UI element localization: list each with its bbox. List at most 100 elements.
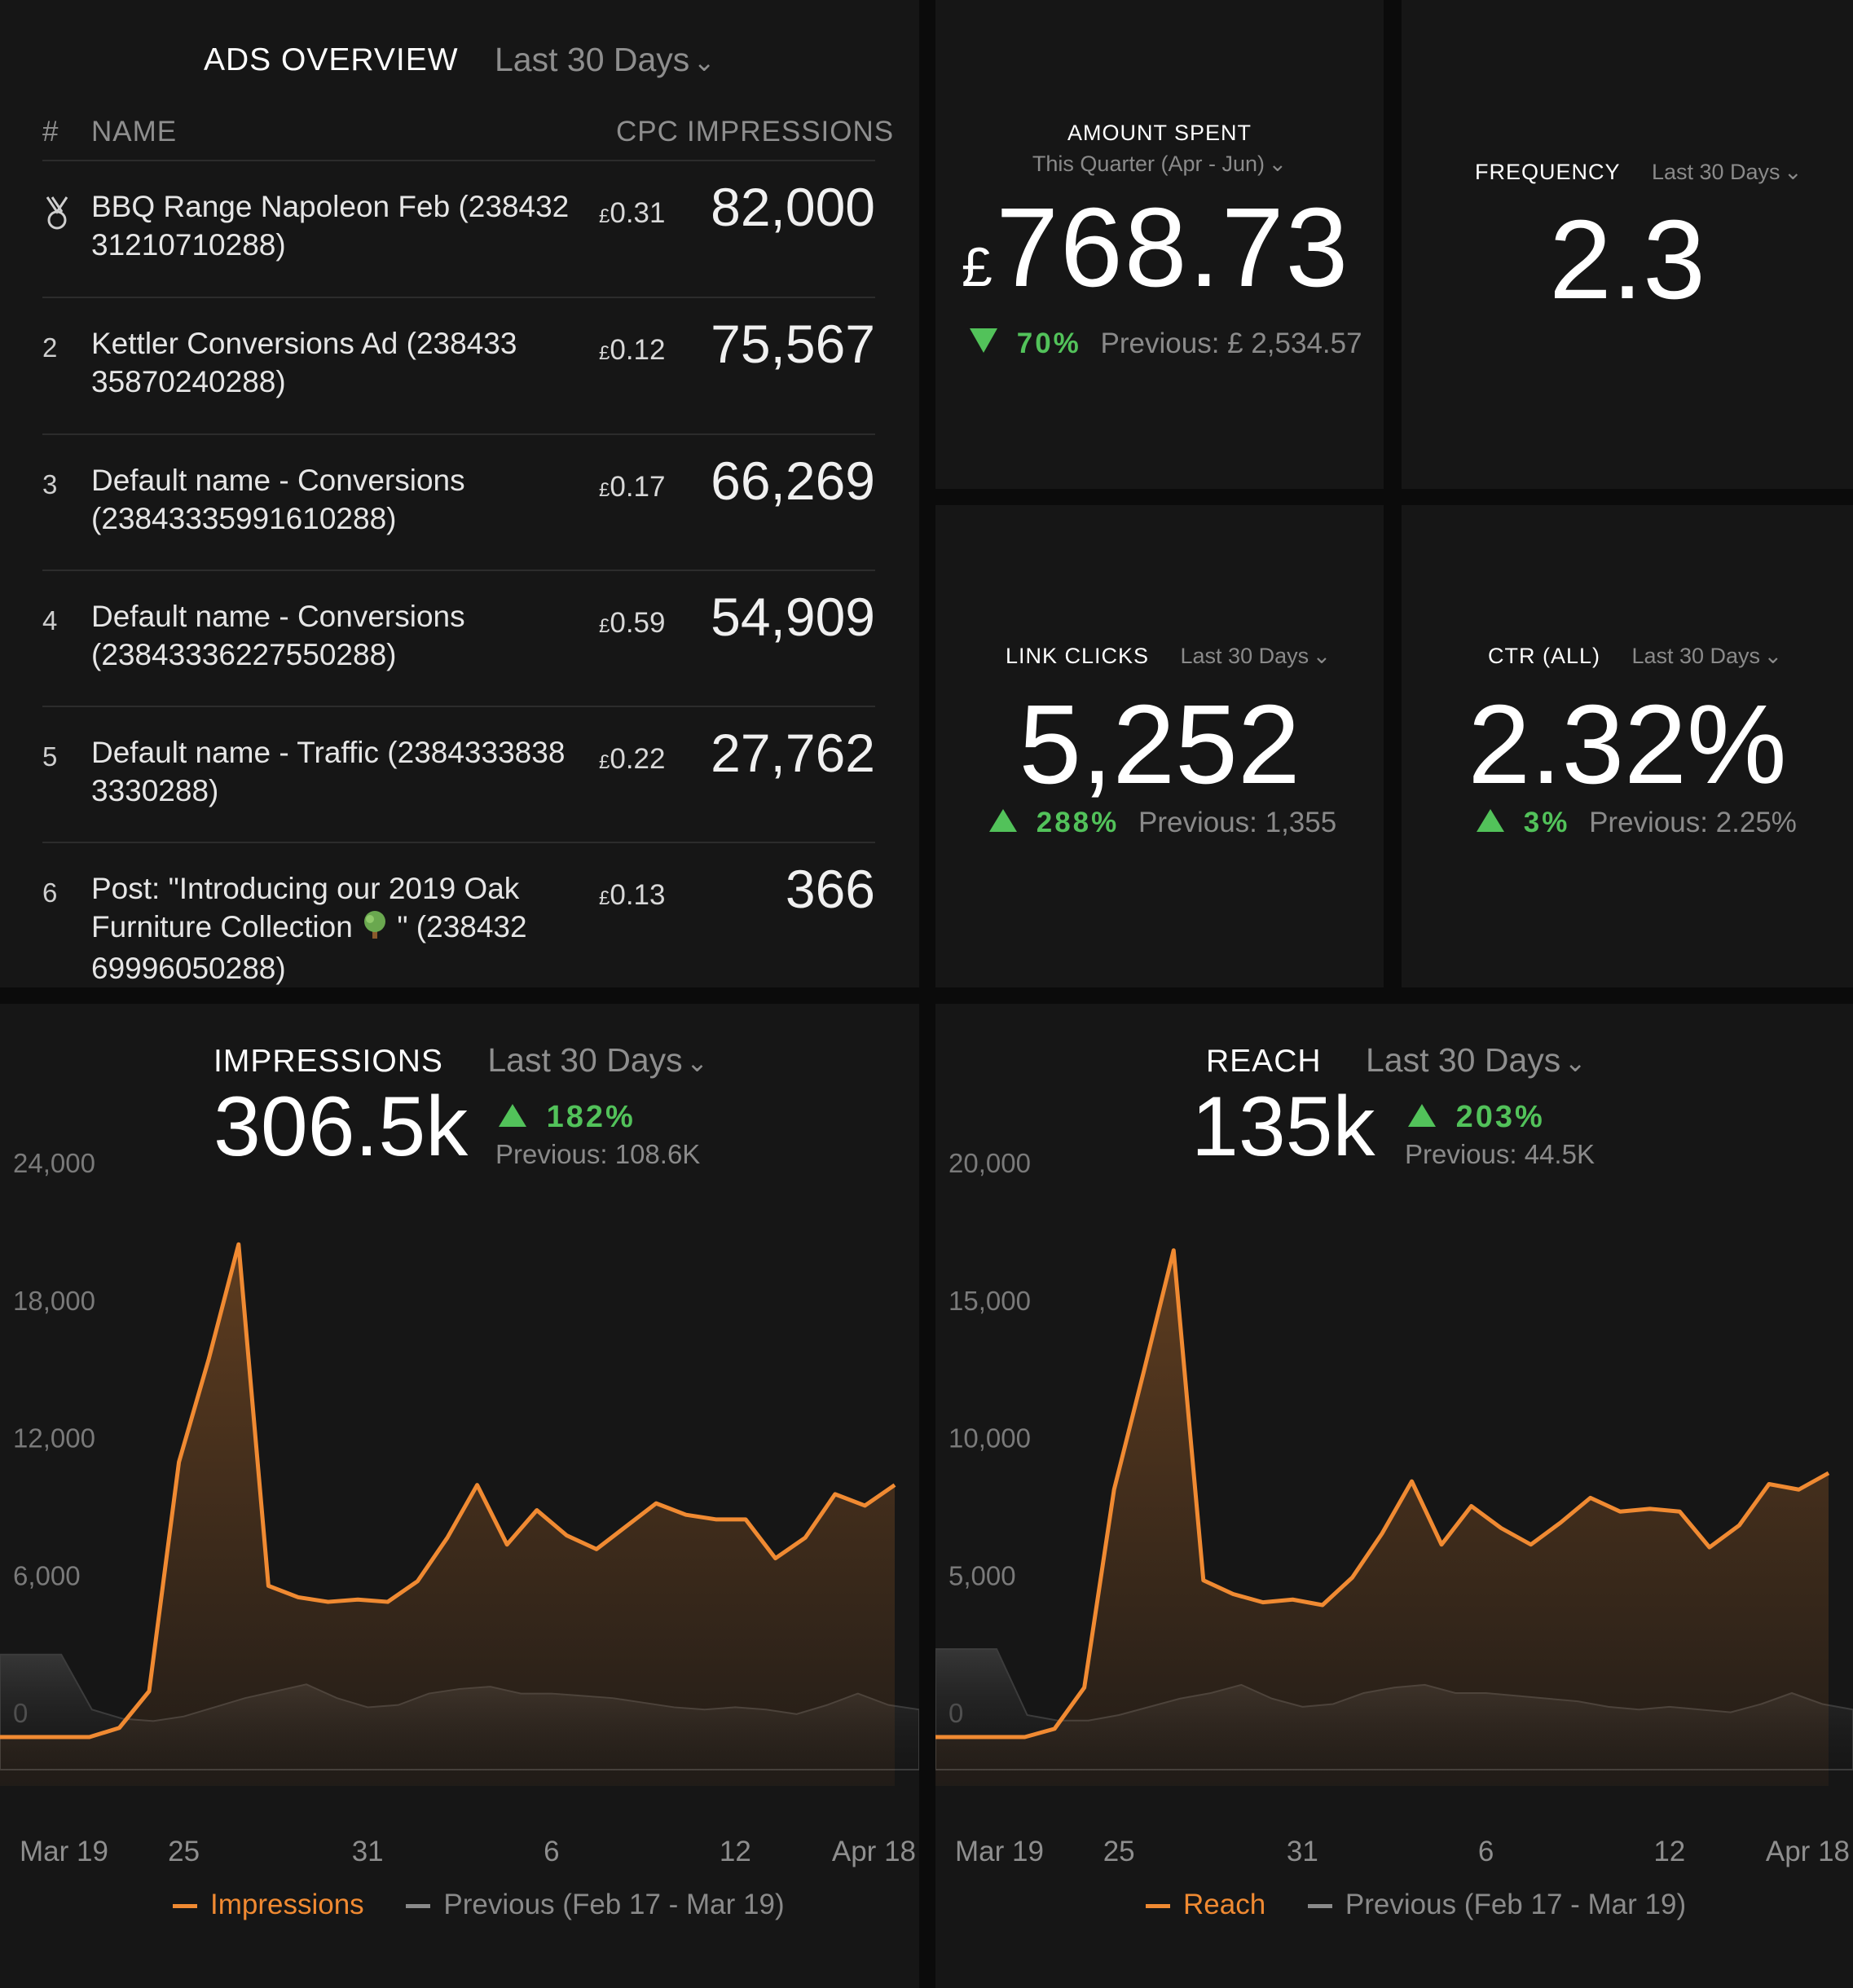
big-number: 306.5k xyxy=(213,1080,469,1174)
legend-item-previous[interactable]: Previous (Feb 17 - Mar 19) xyxy=(406,1889,785,1920)
column-header-name[interactable]: NAME xyxy=(91,116,178,147)
period-label: Last 30 Days xyxy=(495,41,690,78)
ctr-header: CTR (ALL) Last 30 Days ⌄ xyxy=(1488,644,1782,669)
x-tick-label: 25 xyxy=(1103,1836,1135,1867)
chevron-down-icon: ⌄ xyxy=(1784,160,1802,184)
period-label: Last 30 Days xyxy=(487,1041,683,1079)
x-tick-label: 6 xyxy=(544,1836,559,1867)
row-divider xyxy=(42,842,875,843)
ad-name: Default name - Conversions (2384333599161… xyxy=(91,464,465,535)
y-tick-label: 20,000 xyxy=(949,1148,1031,1178)
period-label: Last 30 Days xyxy=(1651,160,1780,184)
widget-title: LINK CLICKS xyxy=(1006,644,1150,668)
row-rank: 2 xyxy=(42,332,58,363)
ad-cpc: £0.13 xyxy=(599,879,666,911)
chevron-down-icon: ⌄ xyxy=(1268,152,1287,176)
frequency-header: FREQUENCY Last 30 Days ⌄ xyxy=(1475,160,1802,185)
big-number: 2.3 xyxy=(1549,197,1706,323)
row-divider xyxy=(42,706,875,707)
legend-item-reach[interactable]: Reach xyxy=(1146,1889,1274,1920)
x-tick-label: Apr 18 xyxy=(832,1836,916,1867)
up-arrow-icon xyxy=(499,1104,526,1127)
ad-name: Post: "Introducing our 2019 Oak Furniture… xyxy=(91,872,527,985)
reach-period-dropdown[interactable]: Last 30 Days ⌄ xyxy=(1366,1041,1587,1079)
chart-legend: Reach Previous (Feb 17 - Mar 19) xyxy=(1146,1889,1686,1921)
ad-impressions: 66,269 xyxy=(711,451,875,511)
ad-cpc: £0.31 xyxy=(599,197,666,229)
ad-cpc: £0.12 xyxy=(599,334,666,366)
legend-item-previous[interactable]: Previous (Feb 17 - Mar 19) xyxy=(1307,1889,1687,1920)
chevron-down-icon: ⌄ xyxy=(686,1048,708,1077)
ad-impressions: 366 xyxy=(785,859,875,919)
legend-label: Previous (Feb 17 - Mar 19) xyxy=(1345,1889,1687,1920)
chevron-down-icon: ⌄ xyxy=(1564,1048,1587,1077)
ad-impressions: 75,567 xyxy=(711,314,875,374)
table-row[interactable]: BBQ Range Napoleon Feb (238432 3121071028… xyxy=(0,161,919,297)
x-tick-label: 12 xyxy=(1653,1836,1685,1867)
legend-item-impressions[interactable]: Impressions xyxy=(173,1889,372,1920)
frequency-widget: FREQUENCY Last 30 Days ⌄ 2.3 xyxy=(1402,0,1853,489)
x-tick-label: 6 xyxy=(1478,1836,1494,1867)
previous-value: Previous: 1,355 xyxy=(1138,807,1337,838)
legend-swatch xyxy=(406,1904,431,1909)
impressions-period-dropdown[interactable]: Last 30 Days ⌄ xyxy=(487,1041,708,1079)
link-clicks-period-dropdown[interactable]: Last 30 Days ⌄ xyxy=(1181,644,1331,668)
tree-icon xyxy=(361,909,389,949)
ad-impressions: 82,000 xyxy=(711,177,875,237)
link-clicks-widget: LINK CLICKS Last 30 Days ⌄ 5,252 288% Pr… xyxy=(935,505,1384,987)
link-clicks-header: LINK CLICKS Last 30 Days ⌄ xyxy=(1006,644,1331,669)
impressions-widget: IMPRESSIONS Last 30 Days ⌄ 306.5k 182% P… xyxy=(0,1004,919,1988)
big-number: 2.32% xyxy=(1468,682,1787,807)
column-header-cpc[interactable]: CPC xyxy=(616,116,679,147)
column-header-impressions[interactable]: IMPRESSIONS xyxy=(687,116,895,147)
table-row[interactable]: 4 Default name - Conversions (23843336227… xyxy=(0,571,919,706)
frequency-period-dropdown[interactable]: Last 30 Days ⌄ xyxy=(1652,160,1802,184)
x-tick-label: 12 xyxy=(720,1836,751,1867)
change-percent: 288% xyxy=(1036,807,1120,838)
reach-widget: REACH Last 30 Days ⌄ 135k 203% Previous:… xyxy=(935,1004,1853,1988)
chevron-down-icon: ⌄ xyxy=(1763,644,1783,668)
impressions-change: 182% xyxy=(499,1100,636,1135)
up-arrow-icon xyxy=(1408,1104,1436,1127)
link-clicks-change: 288% Previous: 1,355 xyxy=(989,807,1336,839)
table-row[interactable]: 2 Kettler Conversions Ad (238433 35870240… xyxy=(0,298,919,433)
ctr-change: 3% Previous: 2.25% xyxy=(1477,807,1797,839)
period-label: This Quarter (Apr - Jun) xyxy=(1032,152,1265,176)
big-number: 768.73 xyxy=(996,185,1350,310)
x-tick-label: 25 xyxy=(168,1836,200,1867)
y-tick-label: 6,000 xyxy=(13,1560,81,1590)
table-row[interactable]: 6 Post: "Introducing our 2019 Oak Furnitu… xyxy=(0,843,919,987)
y-tick-label: 10,000 xyxy=(949,1423,1031,1454)
x-tick-label: Apr 18 xyxy=(1766,1836,1850,1867)
y-tick-label: 12,000 xyxy=(13,1423,95,1454)
y-tick-label: 24,000 xyxy=(13,1148,95,1178)
ad-impressions: 54,909 xyxy=(711,587,875,647)
ads-overview-period-dropdown[interactable]: Last 30 Days ⌄ xyxy=(495,41,715,79)
up-arrow-icon xyxy=(989,809,1017,832)
change-percent: 70% xyxy=(1016,328,1081,359)
ctr-period-dropdown[interactable]: Last 30 Days ⌄ xyxy=(1631,644,1782,668)
ad-cpc: £0.59 xyxy=(599,607,666,639)
down-arrow-icon xyxy=(970,328,997,353)
period-label: Last 30 Days xyxy=(1365,1041,1561,1079)
ctr-widget: CTR (ALL) Last 30 Days ⌄ 2.32% 3% Previo… xyxy=(1402,505,1853,987)
medal-icon xyxy=(42,196,72,235)
widget-title: CTR (ALL) xyxy=(1488,644,1601,668)
chevron-down-icon: ⌄ xyxy=(1312,644,1331,668)
x-tick-label: 31 xyxy=(352,1836,384,1867)
current-series-line xyxy=(935,1248,1830,1740)
ads-overview-title: ADS OVERVIEW xyxy=(204,42,459,77)
impressions-header: IMPRESSIONS Last 30 Days ⌄ xyxy=(213,1041,708,1080)
row-divider xyxy=(42,433,875,435)
table-row[interactable]: 5 Default name - Traffic (2384333838 3330… xyxy=(0,707,919,842)
x-tick-label: Mar 19 xyxy=(955,1836,1044,1867)
y-tick-label: 15,000 xyxy=(949,1286,1031,1316)
row-rank: 4 xyxy=(42,605,58,636)
amount-spent-period-dropdown[interactable]: This Quarter (Apr - Jun) ⌄ xyxy=(935,152,1384,177)
table-row[interactable]: 3 Default name - Conversions (23843335991… xyxy=(0,435,919,570)
previous-value: Previous: 44.5K xyxy=(1405,1139,1595,1169)
y-tick-label: 5,000 xyxy=(949,1560,1016,1590)
legend-swatch xyxy=(173,1904,197,1909)
ad-name: Kettler Conversions Ad (238433 3587024028… xyxy=(91,327,517,398)
